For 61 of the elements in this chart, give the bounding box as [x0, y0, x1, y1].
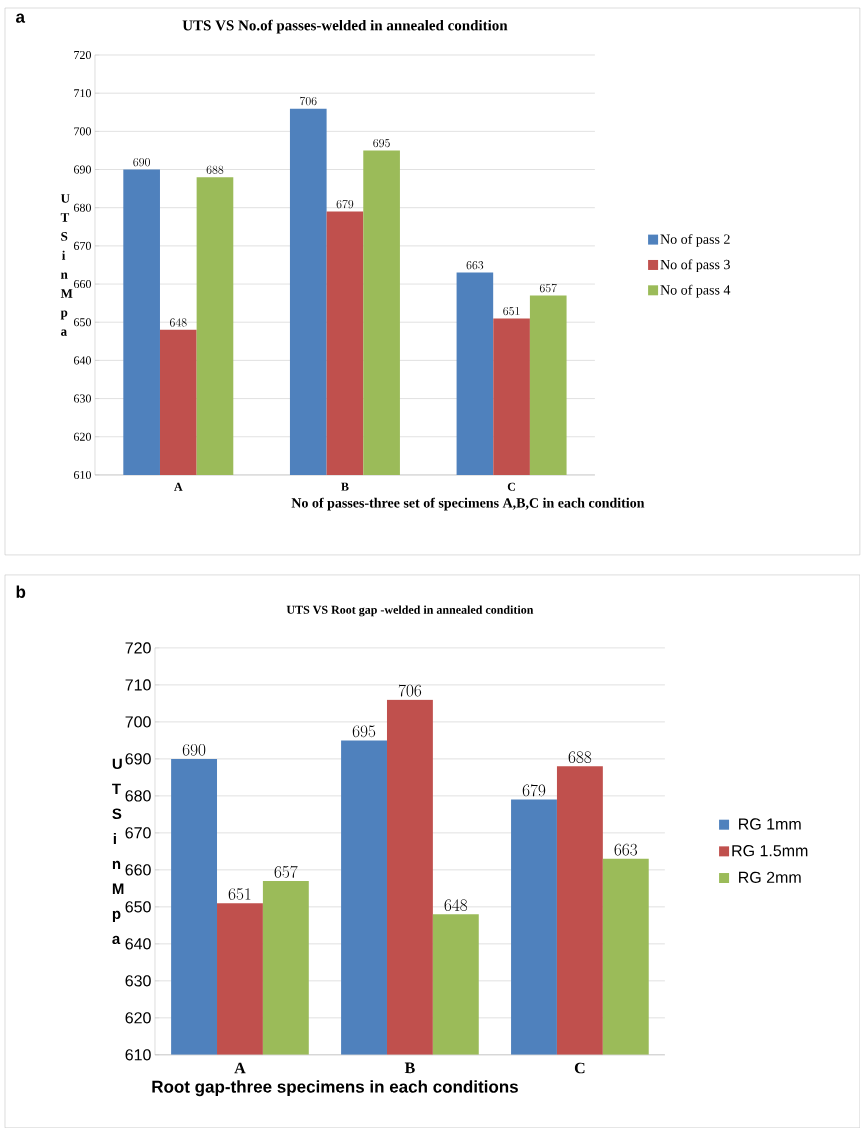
y-tick-label: 660 [74, 280, 92, 289]
data-label: 651 [503, 306, 520, 316]
y-tick-label: 650 [125, 901, 151, 913]
legend-label: RG 1.5mm [732, 845, 808, 857]
x-tick-label: A [174, 482, 183, 491]
data-label: 648 [170, 318, 187, 327]
y-tick-label: 630 [74, 394, 92, 403]
data-label: 651 [228, 888, 251, 900]
legend-label: No of pass 3 [660, 259, 730, 273]
x-tick-label: B [404, 1062, 415, 1074]
x-tick-label: B [341, 482, 349, 491]
x-tick-label: C [507, 482, 516, 491]
y-tick-label: 640 [125, 938, 151, 950]
y-tick-label: 610 [125, 1049, 151, 1061]
chart-title: UTS VS Root gap -welded in annealed condition [286, 605, 534, 617]
y-axis-title: U T S i n M p a [112, 758, 124, 945]
y-tick-label: 620 [125, 1012, 151, 1024]
y-tick-label: 690 [74, 165, 92, 174]
data-label: 690 [182, 743, 206, 756]
data-label: 648 [444, 899, 468, 911]
y-tick-label: 700 [74, 127, 92, 136]
chart-title: UTS VS No.of passes-welded in annealed condition [182, 19, 508, 34]
y-tick-label: 720 [74, 50, 92, 60]
legend-label: RG 2mm [739, 871, 801, 884]
y-tick-label: 660 [125, 864, 151, 876]
data-label: 688 [206, 165, 224, 174]
y-tick-label: 640 [74, 356, 92, 365]
x-axis-title: No of passes-three set of specimens A,B,C in each condition [291, 497, 645, 511]
data-label: 663 [466, 261, 484, 270]
legend-label: No of pass 4 [660, 284, 731, 298]
data-label: 679 [336, 199, 354, 209]
data-label: 706 [398, 684, 422, 697]
legend-label: No of pass 2 [660, 233, 730, 247]
y-tick-label: 650 [74, 318, 92, 327]
x-tick-label: A [234, 1062, 246, 1074]
y-tick-label: 700 [125, 716, 151, 728]
x-tick-label: C [574, 1062, 585, 1074]
x-axis-title: Root gap-three specimens in each conditions [152, 1080, 519, 1097]
y-axis-title: U T S i n M p a [60, 194, 73, 336]
y-tick-label: 680 [74, 203, 92, 212]
y-tick-label: 670 [74, 241, 92, 250]
y-tick-label: 670 [125, 827, 151, 839]
y-tick-label: 710 [125, 679, 151, 691]
data-label: 679 [522, 784, 546, 797]
data-label: 695 [352, 725, 376, 738]
y-tick-label: 620 [74, 432, 92, 441]
y-tick-label: 610 [74, 470, 92, 479]
data-label: 688 [568, 751, 592, 764]
text: b [16, 585, 26, 598]
data-label: 706 [300, 96, 317, 106]
data-label: 663 [614, 843, 638, 856]
y-tick-label: 680 [125, 790, 151, 802]
y-tick-label: 630 [125, 975, 151, 987]
data-label: 695 [373, 138, 390, 148]
data-label: 657 [539, 283, 557, 293]
y-tick-label: 710 [74, 89, 92, 98]
y-tick-label: 720 [125, 642, 151, 654]
y-tick-label: 690 [125, 753, 151, 765]
data-label: 657 [274, 865, 298, 878]
legend-label: RG 1mm [739, 818, 801, 830]
text: a [16, 13, 26, 23]
